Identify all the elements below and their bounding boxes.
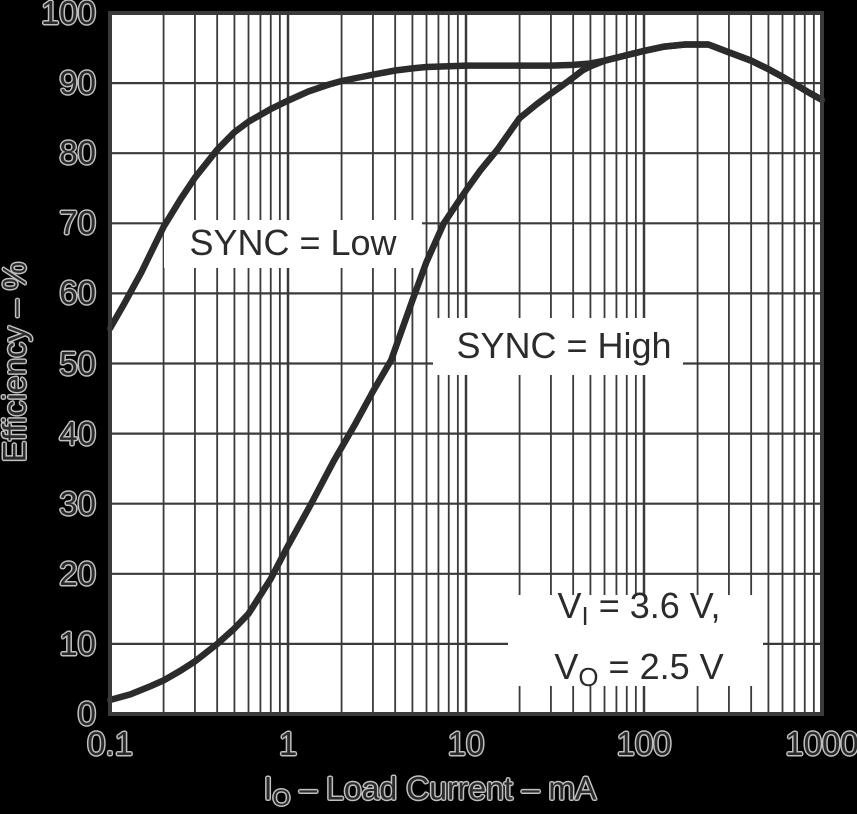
series-label-sync-high: SYNC = High [456,325,672,366]
vo-value: = 2.5 V [598,646,724,687]
y-tick-label: 30 [59,484,96,522]
x-axis-title-symbol: I [263,770,273,807]
x-tick-label: 0.1 [87,725,133,762]
vi-symbol: V [557,584,582,626]
y-tick-label: 40 [59,414,96,452]
x-axis-title: IO – Load Current – mA [264,770,597,811]
y-tick-label: 50 [59,344,96,382]
y-tick-label: 10 [59,624,96,662]
y-tick-label: 100 [40,0,96,31]
y-tick-label: 60 [59,274,96,312]
condition-output-voltage: VO = 2.5 V [554,642,723,703]
x-axis-title-text: – Load Current – mA [290,770,597,807]
y-tick-label: 0 [77,695,96,732]
vi-value: = 3.6 V, [588,584,721,626]
y-tick-label: 80 [59,134,96,172]
x-tick-label: 1000 [785,725,857,762]
x-tick-label: 100 [616,725,672,762]
vi-subscript: I [581,603,589,631]
test-conditions-annotation: VI = 3.6 V, VO = 2.5 V [554,581,723,704]
vo-symbol: V [554,646,579,687]
x-axis-title-subscript: O [272,784,291,811]
y-axis-title: Efficiency – % [0,261,33,463]
series-label-sync-low: SYNC = Low [189,222,397,263]
y-tick-label: 70 [59,204,96,242]
x-tick-label: 1 [278,725,298,762]
y-tick-label: 20 [59,554,96,592]
x-tick-label: 10 [447,725,485,762]
condition-input-voltage: VI = 3.6 V, [554,581,723,642]
y-tick-label: 90 [59,64,96,102]
vo-subscript: O [578,664,599,693]
